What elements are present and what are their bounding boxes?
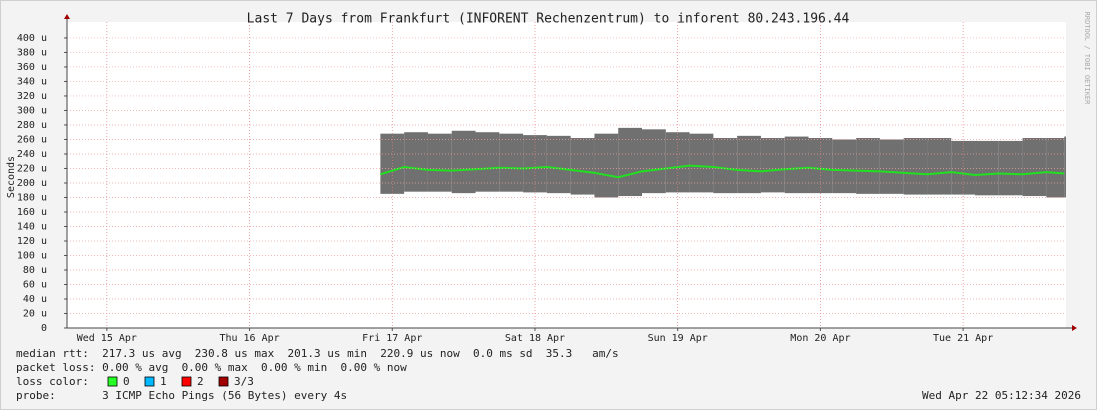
loss-color-text: 0 [123,375,130,388]
smoke-range [856,138,880,194]
smoke-range [998,140,1023,196]
loss-color-swatch [181,376,192,387]
smoke-range [404,132,428,192]
smoke-range [832,139,857,194]
y-tick-label: 40 u [23,294,47,305]
smoke-range [1046,138,1065,198]
y-tick-label: 320 u [17,91,47,102]
x-tick-label: Thu 16 Apr [219,333,279,344]
smoke-range [665,132,690,193]
y-tick-label: 80 u [23,265,47,276]
y-tick-label: 280 u [17,120,47,131]
smoke-range [903,138,928,195]
y-tick-label: 180 u [17,192,47,203]
y-tick-label: 340 u [17,76,47,87]
smoke-range [879,139,904,194]
loss-color-swatch [144,376,155,387]
y-tick-label: 60 u [23,279,47,290]
smoke-range [713,138,738,194]
smoke-range [499,133,524,192]
x-tick-label: Mon 20 Apr [790,333,850,344]
smoke-range [784,136,809,194]
smoke-range [689,133,714,193]
x-tick-label: Sat 18 Apr [505,333,565,344]
marks [380,127,1066,198]
loss-color-text: 3/3 [234,375,254,388]
y-axis-label: Seconds [6,156,17,198]
y-tick-label: 360 u [17,62,47,73]
watermark: RRDTOOL / TOBI OETIKER [1083,12,1091,106]
y-tick-label: 100 u [17,250,47,261]
y-tick-label: 140 u [17,221,47,232]
y-tick-label: 300 u [17,105,47,116]
median-rtt: median rtt: 217.3 us avg 230.8 us max 20… [16,347,619,360]
x-tick-label: Sun 19 Apr [648,333,708,344]
smoke-range [618,127,643,197]
loss-color-text: 1 [160,375,167,388]
probe: probe: 3 ICMP Echo Pings (56 Bytes) ever… [16,389,347,402]
loss-color-swatch [107,376,118,387]
y-tick-label: 380 u [17,47,47,58]
smoke-range [808,138,833,194]
y-tick-label: 400 u [17,33,47,44]
smoke-range [642,129,666,194]
smoke-range [760,138,785,193]
y-tick-label: 0 [41,323,47,334]
smoke-range [927,138,952,195]
smoke-range [1022,138,1047,197]
y-tick-label: 160 u [17,207,47,218]
y-tick-label: 20 u [23,308,47,319]
x-tick-label: Tue 21 Apr [933,333,993,344]
loss-color-label: loss color: [16,375,89,388]
x-arrow [1072,325,1077,331]
smoke-range [737,135,761,194]
y-arrow [64,14,70,19]
y-tick-label: 260 u [17,134,47,145]
smoke-range [1064,136,1066,198]
timestamp: Wed Apr 22 05:12:34 2026 [922,389,1081,402]
smoke-range [546,135,571,194]
loss-color-swatch [218,376,229,387]
chart-title: Last 7 Days from Frankfurt (INFORENT Rec… [247,12,850,27]
smoke-range [975,140,999,196]
smoke-range [594,133,619,198]
y-tick-label: 240 u [17,149,47,160]
smoke-range [570,138,595,195]
loss-color-text: 2 [197,375,204,388]
smoke-range [951,140,976,195]
x-tick-label: Fri 17 Apr [362,333,422,344]
y-tick-label: 120 u [17,236,47,247]
y-tick-label: 220 u [17,163,47,174]
smoke-range [451,130,476,194]
smoke-range [475,132,500,192]
median-line [380,164,1065,179]
y-tick-label: 200 u [17,178,47,189]
smoke-range [427,133,452,192]
x-tick-label: Wed 15 Apr [77,333,137,344]
packet-loss: packet loss: 0.00 % avg 0.00 % max 0.00 … [16,361,407,374]
